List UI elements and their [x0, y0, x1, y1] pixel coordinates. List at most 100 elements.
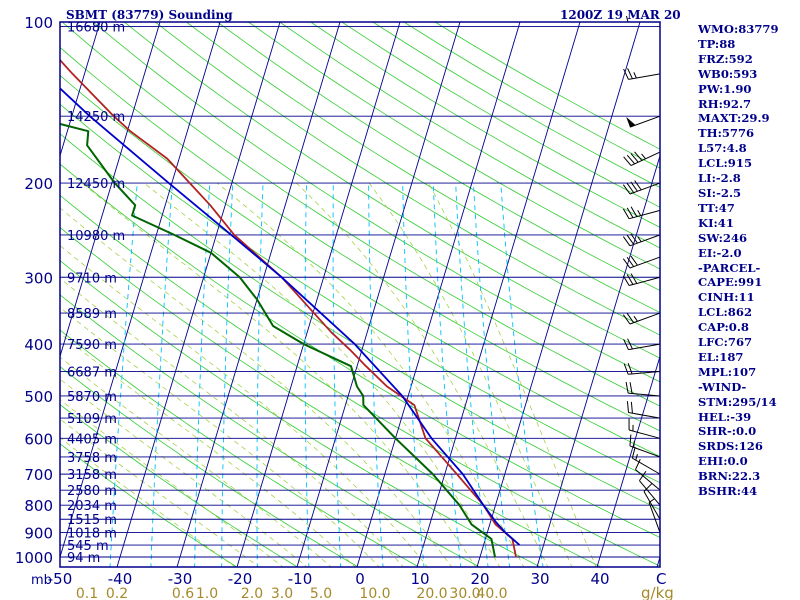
dry-adiabat — [123, 22, 660, 359]
index-item: BSHR:44 — [698, 484, 758, 499]
wind-barb — [623, 338, 661, 351]
moist-adiabat — [60, 207, 453, 567]
temperature-tick-label: 20 — [470, 570, 489, 588]
temperature-line — [60, 58, 517, 558]
moist-adiabat — [60, 306, 380, 567]
wind-barb-shaft — [635, 469, 661, 491]
dry-adiabat — [155, 22, 660, 336]
dry-adiabat — [60, 260, 542, 567]
wind-barb-half-feather — [633, 72, 637, 79]
wind-barb — [623, 151, 661, 167]
mixing-ratio-tick-label: 20.0 — [416, 586, 447, 600]
mixing-ratio-tick-label: 2.0 — [241, 586, 263, 600]
wind-barb-feather — [643, 483, 653, 492]
index-item: LCL:862 — [698, 305, 753, 320]
index-item: CAP:0.8 — [698, 320, 749, 335]
height-labels: 16680 m 14250 m 12450 m 10980 m 9710 m 8589 m… — [67, 21, 125, 566]
pressure-tick-label: 200 — [24, 175, 53, 193]
mixing-ratio-tick-label: 1.0 — [196, 586, 218, 600]
index-item: STM:295/14 — [698, 394, 777, 409]
wind-barb-feather — [630, 255, 638, 266]
dry-adiabat — [60, 443, 238, 567]
wind-barb-feather — [630, 401, 633, 414]
wind-barb-feather — [623, 363, 629, 375]
temperature-tick-label: 10 — [410, 570, 429, 588]
wind-barb-feather — [626, 274, 634, 285]
wind-barb — [623, 68, 661, 80]
dry-adiabat — [186, 22, 660, 314]
wind-barb-feather — [627, 338, 633, 350]
height-label: 5109 m — [67, 412, 117, 427]
parcel-line — [60, 87, 521, 546]
isotherm — [60, 22, 221, 559]
moist-adiabat — [60, 437, 236, 567]
dry-adiabat — [60, 74, 660, 457]
pressure-tick-label: 600 — [24, 430, 53, 448]
mixing-ratio-tick-label: 10.0 — [359, 586, 390, 600]
wind-barb-feather — [623, 339, 629, 350]
wind-barb-feather — [631, 446, 636, 459]
index-item: CINH:11 — [698, 290, 755, 305]
moist-adiabat — [60, 418, 260, 567]
isotherm — [356, 22, 521, 567]
moist-adiabat — [60, 333, 356, 567]
index-item: LI:-2.8 — [698, 171, 741, 186]
wind-barb-shaft — [629, 182, 661, 195]
mixing-ratio-tick-label: 3.0 — [271, 586, 293, 600]
mixing-ratio-line — [500, 183, 544, 567]
moist-adiabat — [60, 245, 428, 567]
index-item: EHI:0.0 — [698, 454, 748, 469]
mixing-ratio-line — [109, 183, 138, 567]
moist-adiabat — [60, 378, 308, 567]
index-item: MPL:107 — [698, 364, 757, 379]
wind-barb-shaft — [629, 312, 661, 325]
isotherm — [236, 22, 401, 567]
wind-barb-shaft — [628, 392, 661, 397]
wind-barb-feather — [634, 151, 643, 161]
mixing-ratio-tick-label: 0.1 — [76, 586, 98, 600]
wind-barb-feather — [622, 236, 631, 247]
index-item: SW:246 — [698, 230, 748, 245]
mixing-ratio-line — [402, 183, 425, 567]
index-item: RH:92.7 — [698, 96, 752, 111]
wind-barb-feather — [627, 68, 633, 79]
index-item: HEL:-39 — [698, 409, 752, 424]
wind-barb-shaft — [628, 343, 661, 351]
isotherm-lines — [60, 22, 660, 567]
height-label: 8589 m — [67, 307, 117, 322]
wind-barb-shaft — [639, 480, 661, 506]
height-label: 1515 m — [67, 513, 117, 528]
mixing-ratio-line — [432, 183, 462, 567]
wind-barb-feather — [639, 470, 647, 481]
temperature-tick-label: -10 — [288, 570, 313, 588]
isotherm — [116, 22, 281, 567]
wind-barb-shaft — [648, 502, 661, 533]
index-item: FRZ:592 — [698, 51, 753, 66]
index-item: L57:4.8 — [698, 141, 747, 156]
wind-barb-feather — [626, 183, 635, 193]
wind-barb-feather — [623, 68, 629, 80]
x-axis-unit-label: C — [656, 570, 666, 588]
height-label: 12450 m — [67, 177, 125, 192]
temperature-tick-label: 40 — [590, 570, 609, 588]
moist-adiabat — [143, 182, 501, 567]
wind-barb-half-feather — [635, 454, 638, 461]
dry-adiabat — [60, 226, 603, 567]
mixing-ratio-tick-label: 40.0 — [476, 586, 507, 600]
height-label: 94 m — [67, 551, 100, 566]
mixing-ratio-line — [150, 183, 173, 567]
wind-barb-half-feather — [648, 498, 655, 503]
mixing-ratio-line — [332, 183, 342, 567]
dry-adiabat — [217, 22, 660, 292]
wind-barb-shaft — [628, 276, 661, 287]
isobar-lines — [60, 26, 660, 558]
dry-adiabat — [60, 366, 359, 567]
mixing-ratio-line — [221, 183, 234, 567]
index-item: WB0:593 — [698, 66, 758, 81]
wind-barb-feather — [630, 153, 639, 163]
wind-barb-shaft — [643, 491, 661, 520]
mixing-ratio-unit-label: g/kg — [641, 584, 674, 600]
wind-barb — [622, 233, 661, 247]
wind-barb — [631, 446, 661, 475]
